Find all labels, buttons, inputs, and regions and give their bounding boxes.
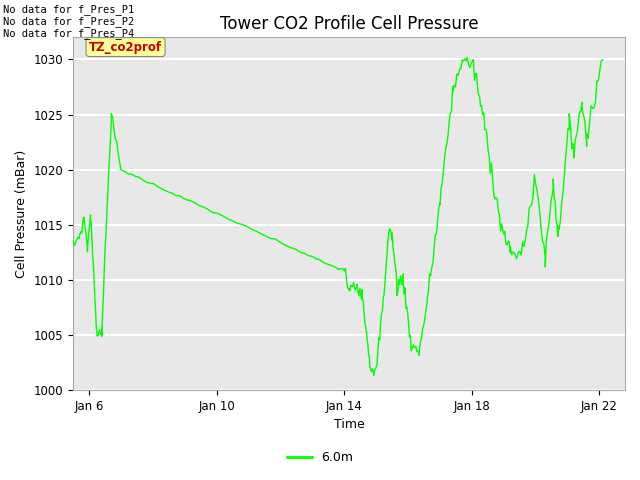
Legend: 6.0m: 6.0m	[282, 446, 358, 469]
Text: No data for f_Pres_P4: No data for f_Pres_P4	[3, 28, 134, 39]
Y-axis label: Cell Pressure (mBar): Cell Pressure (mBar)	[15, 150, 28, 278]
Text: No data for f_Pres_P2: No data for f_Pres_P2	[3, 16, 134, 27]
X-axis label: Time: Time	[333, 419, 364, 432]
Text: TZ_co2prof: TZ_co2prof	[89, 41, 162, 54]
Text: No data for f_Pres_P1: No data for f_Pres_P1	[3, 4, 134, 15]
Title: Tower CO2 Profile Cell Pressure: Tower CO2 Profile Cell Pressure	[220, 15, 478, 33]
